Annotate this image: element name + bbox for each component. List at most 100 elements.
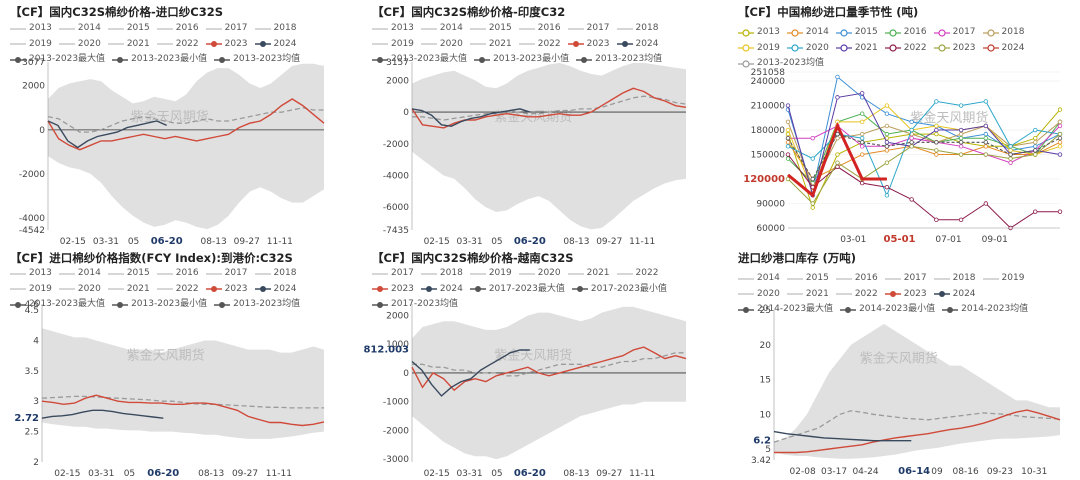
legend-item[interactable]: 2021 [567,267,610,280]
legend-item[interactable]: 2013-2023最小值 [474,53,569,66]
legend-item[interactable]: 2024 [933,288,976,301]
legend-item[interactable]: 2013 [738,26,780,39]
legend-item[interactable]: 2015 [835,26,878,39]
legend-item[interactable]: 2016 [156,267,199,280]
legend-item[interactable]: 2013-2023均值 [576,53,662,66]
legend-item[interactable]: 2022 [156,38,199,51]
legend-item[interactable]: 2022 [518,38,561,51]
legend-item[interactable]: 2018 [982,26,1024,39]
legend-item[interactable]: 2013-2023均值 [214,298,300,311]
legend-label: 2019 [757,42,780,53]
legend-item[interactable]: 2023 [205,38,248,51]
legend-item[interactable]: 2017 [205,267,248,280]
legend-item[interactable]: 2020 [58,38,101,51]
legend-item[interactable]: 2022 [156,283,199,296]
legend-label: 2013-2023最小值 [131,54,208,64]
legend-item[interactable]: 2018 [420,267,463,280]
legend-item[interactable]: 2023 [205,283,248,296]
legend-item[interactable]: 2018 [616,22,658,35]
legend-item[interactable]: 2017 [205,22,248,35]
legend-item[interactable]: 2013-2023均值 [738,57,824,70]
legend-item[interactable]: 2015 [469,22,512,35]
legend-item[interactable]: 2021 [835,42,878,55]
legend-item[interactable]: 2014 [58,267,101,280]
legend-item[interactable]: 2019 [372,38,414,51]
y-tick-label: -2000 [19,170,45,180]
legend-item[interactable]: 2014-2023最小值 [840,303,935,316]
legend-item[interactable]: 2019 [738,42,780,55]
legend-item[interactable]: 2015 [786,272,829,285]
legend-item[interactable]: 2022 [884,42,927,55]
legend-item[interactable]: 2018 [254,22,296,35]
legend-item[interactable]: 2016 [884,26,927,39]
legend-item[interactable]: 2021 [107,38,150,51]
legend-item[interactable]: 2020 [738,288,780,301]
legend-item[interactable]: 2013 [10,22,52,35]
legend-item[interactable]: 2013-2023最小值 [112,298,207,311]
chart-legend[interactable]: 2013 2014 2015 2016 2017 2018 2019 2020 2021 2022… [738,26,1063,73]
legend-item[interactable]: 2021 [107,283,150,296]
legend-item[interactable]: 2014 [786,26,829,39]
legend-item[interactable]: 2024 [616,38,658,51]
legend-item[interactable]: 2016 [156,22,199,35]
legend-item[interactable]: 2020 [58,283,101,296]
legend-item[interactable]: 2019 [10,283,52,296]
legend-item[interactable]: 2023 [933,42,976,55]
legend-item[interactable]: 2014-2023最大值 [738,303,833,316]
legend-item[interactable]: 2016 [835,272,878,285]
legend-item[interactable]: 2013-2023均值 [214,53,300,66]
legend-item[interactable]: 2017 [884,272,927,285]
legend-item[interactable]: 2017 [933,26,976,39]
legend-item[interactable]: 2019 [982,272,1024,285]
legend-item[interactable]: 2014-2023均值 [942,303,1028,316]
legend-item[interactable]: 2014 [738,272,780,285]
legend-item[interactable]: 2013 [372,22,414,35]
legend-label: 2013-2023均值 [757,58,825,68]
legend-item[interactable]: 2021 [469,38,512,51]
legend-item[interactable]: 2018 [254,267,296,280]
legend-item[interactable]: 2024 [254,283,296,296]
series-average [41,395,324,409]
chart-legend[interactable]: 2013 2014 2015 2016 2017 2018 2019 2020 2021 2022… [10,267,330,314]
legend-item[interactable]: 2017-2023均值 [372,298,458,311]
legend-item[interactable]: 2013-2023最大值 [10,53,105,66]
legend-label: 2014-2023均值 [961,304,1029,314]
legend-item[interactable]: 2018 [933,272,976,285]
legend-item[interactable]: 2014 [58,22,101,35]
legend-item[interactable]: 2020 [518,267,561,280]
legend-item[interactable]: 2017-2023最小值 [571,283,667,296]
legend-item[interactable]: 2022 [616,267,658,280]
legend-item[interactable]: 2014 [420,22,463,35]
chart-legend[interactable]: 2013 2014 2015 2016 2017 2018 2019 2020 2021 2022… [372,22,692,69]
legend-item[interactable]: 2020 [420,38,463,51]
legend-item[interactable]: 2015 [107,22,150,35]
legend-item[interactable]: 2024 [982,42,1024,55]
legend-label: 2021 [854,42,878,53]
legend-item[interactable]: 2022 [835,288,878,301]
legend-item[interactable]: 2021 [786,288,829,301]
legend-item[interactable]: 2020 [786,42,829,55]
legend-label: 2023 [224,38,248,49]
legend-item[interactable]: 2017 [567,22,610,35]
chart-legend[interactable]: 2013 2014 2015 2016 2017 2018 2019 2020 2021 2022… [10,22,330,69]
data-point [859,144,865,149]
legend-item[interactable]: 2024 [420,283,463,296]
legend-item[interactable]: 2015 [107,267,150,280]
legend-item[interactable]: 2013 [10,267,52,280]
legend-item[interactable]: 2023 [372,283,414,296]
legend-item[interactable]: 2024 [254,38,296,51]
chart-legend[interactable]: 2014 2015 2016 2017 2018 2019 2020 2021 2022 2023… [738,272,1063,319]
legend-item[interactable]: 2013-2023最大值 [10,298,105,311]
legend-item[interactable]: 2019 [469,267,512,280]
legend-item[interactable]: 2016 [518,22,561,35]
legend-item[interactable]: 2023 [884,288,927,301]
legend-item[interactable]: 2023 [567,38,610,51]
legend-item[interactable]: 2013-2023最大值 [372,53,467,66]
legend-item[interactable]: 2013-2023最小值 [112,53,207,66]
legend-label: 2014 [77,23,101,33]
legend-label: 2018 [439,268,463,278]
chart-legend[interactable]: 2017 2018 2019 2020 2021 2022 2023 2024 2017-202… [372,267,692,314]
legend-item[interactable]: 2019 [10,38,52,51]
legend-item[interactable]: 2017-2023最大值 [469,283,565,296]
legend-item[interactable]: 2017 [372,267,414,280]
